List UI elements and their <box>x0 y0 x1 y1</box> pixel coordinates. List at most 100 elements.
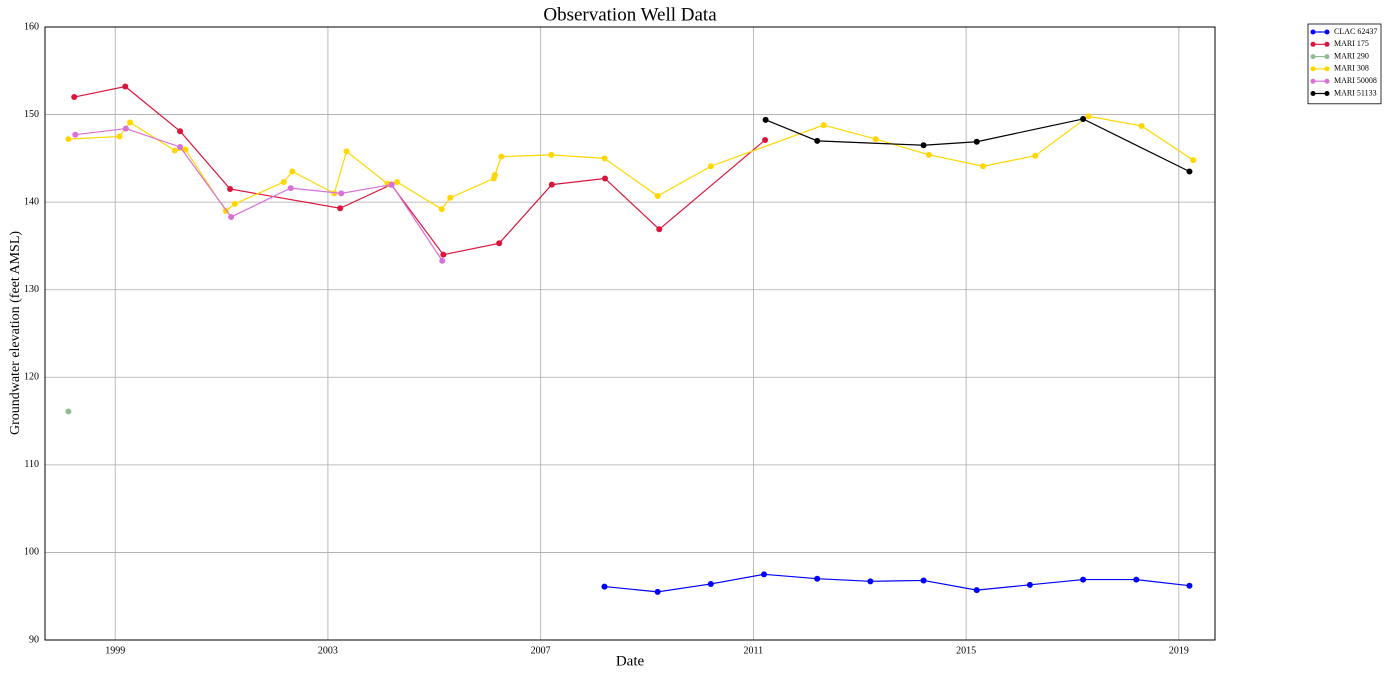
data-point <box>980 163 987 170</box>
legend-marker <box>1324 66 1330 72</box>
data-point <box>331 190 338 197</box>
data-point <box>343 148 350 155</box>
data-point <box>707 580 714 587</box>
data-point <box>1085 113 1092 120</box>
x-tick-label: 2007 <box>531 645 551 656</box>
legend-marker <box>1310 29 1316 35</box>
legend-marker <box>1310 91 1316 96</box>
data-point <box>127 119 134 126</box>
data-point <box>498 153 505 160</box>
data-point <box>177 128 184 135</box>
y-tick-label: 160 <box>24 21 39 32</box>
data-point <box>602 175 609 182</box>
data-point <box>548 181 555 188</box>
data-point <box>394 179 401 186</box>
data-point <box>1080 115 1087 122</box>
legend-marker <box>1324 29 1330 35</box>
data-point <box>867 578 874 585</box>
data-point <box>920 142 927 149</box>
legend-marker <box>1310 78 1316 84</box>
data-point <box>656 226 663 233</box>
data-point <box>920 577 927 584</box>
data-point <box>71 94 78 101</box>
data-point <box>440 251 447 258</box>
legend-box <box>1307 23 1382 105</box>
data-point <box>116 133 123 140</box>
data-point <box>491 171 498 178</box>
data-point <box>1026 581 1033 588</box>
series-line <box>75 127 443 262</box>
data-point <box>601 155 608 162</box>
chart-title: Observation Well Data <box>543 4 717 25</box>
data-point <box>280 179 287 186</box>
y-tick-label: 120 <box>24 372 39 383</box>
legend-marker <box>1324 41 1330 47</box>
data-point <box>762 116 769 123</box>
y-tick-label: 110 <box>24 459 39 470</box>
data-point <box>72 131 79 138</box>
data-point <box>171 147 178 154</box>
data-point <box>762 136 769 143</box>
data-point <box>65 408 72 415</box>
data-point <box>496 240 503 247</box>
data-point <box>761 571 768 578</box>
x-axis-label: Date <box>616 653 645 669</box>
plot-frame <box>44 26 1216 641</box>
data-point <box>973 587 980 594</box>
data-point <box>122 125 129 132</box>
y-axis-label: Groundwater elevation (feet AMSL) <box>8 231 23 435</box>
x-tick-label: 2019 <box>1169 645 1189 656</box>
data-point <box>439 257 446 264</box>
data-point <box>872 136 879 143</box>
data-point <box>1032 152 1039 159</box>
data-point <box>289 168 296 175</box>
legend-label: CLAC 62437 <box>1334 27 1377 36</box>
data-point <box>1190 157 1197 164</box>
legend-label: MARI 50008 <box>1334 76 1377 85</box>
data-point <box>122 83 129 90</box>
y-tick-label: 140 <box>24 196 39 207</box>
data-point <box>1133 576 1140 583</box>
legend-label: MARI 175 <box>1334 39 1369 48</box>
data-point <box>1186 582 1193 589</box>
data-point <box>654 588 661 595</box>
data-point <box>548 151 555 158</box>
y-tick-label: 90 <box>29 634 39 645</box>
data-point <box>820 122 827 129</box>
legend-marker <box>1324 91 1330 96</box>
legend-marker <box>1310 41 1316 47</box>
data-point <box>337 205 344 212</box>
data-point <box>925 151 932 158</box>
data-point <box>388 181 395 188</box>
data-point <box>707 163 714 170</box>
data-point <box>1080 576 1087 583</box>
x-tick-label: 2011 <box>744 645 764 656</box>
data-point <box>182 146 189 153</box>
data-point <box>338 190 345 197</box>
series-line <box>604 573 1190 593</box>
data-point <box>65 136 72 143</box>
data-point <box>654 193 661 200</box>
series-line <box>74 85 766 256</box>
legend-label: MARI 290 <box>1334 51 1369 60</box>
x-tick-label: 2003 <box>318 645 338 656</box>
data-point <box>447 194 454 201</box>
data-point <box>227 186 234 193</box>
data-point <box>177 143 184 150</box>
data-point <box>287 185 294 192</box>
y-tick-label: 100 <box>24 547 39 558</box>
data-point <box>814 575 821 582</box>
legend-label: MARI 51133 <box>1334 88 1377 97</box>
x-tick-label: 1999 <box>105 645 125 656</box>
data-point <box>438 206 445 213</box>
data-point <box>1186 168 1193 175</box>
legend-marker <box>1310 54 1316 60</box>
legend-marker <box>1324 78 1330 84</box>
y-tick-label: 150 <box>24 109 39 120</box>
series-line <box>765 118 1190 173</box>
y-tick-label: 130 <box>24 284 39 295</box>
data-point <box>973 138 980 145</box>
data-point <box>814 137 821 144</box>
